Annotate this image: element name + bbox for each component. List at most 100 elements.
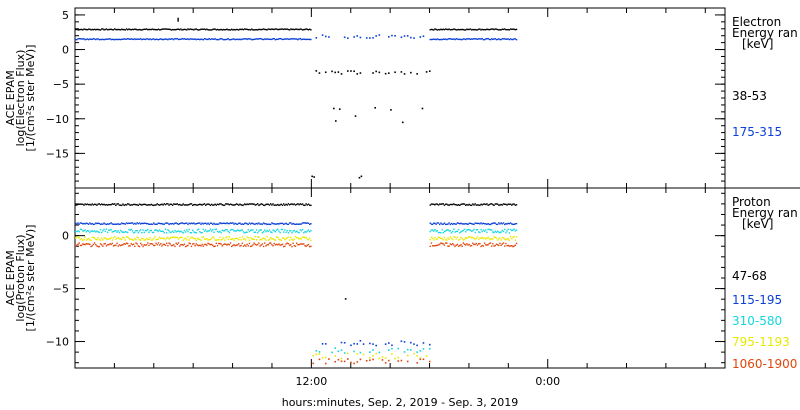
y-axis-label: ACE EPAM (4, 250, 17, 305)
data-point (270, 38, 272, 41)
data-point (79, 222, 82, 224)
data-point (274, 204, 277, 206)
data-point (103, 228, 105, 231)
data-point (92, 243, 95, 246)
data-point (219, 242, 221, 245)
data-point (199, 238, 201, 241)
data-point (149, 223, 151, 225)
data-point (440, 28, 442, 31)
data-point (315, 353, 318, 356)
data-point (85, 243, 88, 245)
data-point (231, 222, 233, 224)
data-point (271, 38, 273, 41)
data-point (450, 38, 453, 40)
data-point (188, 203, 190, 206)
data-point (343, 360, 346, 363)
data-point (480, 203, 482, 205)
data-point (166, 38, 168, 40)
data-point (252, 244, 254, 246)
data-point (480, 222, 482, 224)
data-point (208, 203, 210, 206)
data-point (492, 38, 494, 41)
data-point (196, 38, 199, 40)
data-point (447, 28, 449, 31)
data-point (149, 243, 151, 245)
data-point (467, 223, 469, 226)
data-point (394, 357, 396, 360)
data-point (428, 360, 431, 363)
data-point (485, 203, 487, 206)
data-point (77, 243, 79, 245)
data-point (122, 244, 124, 246)
data-point (90, 245, 92, 248)
data-point (449, 243, 452, 245)
data-point (448, 204, 450, 206)
data-point (429, 245, 431, 248)
data-point (513, 28, 515, 30)
data-point (163, 203, 166, 205)
data-point (195, 239, 197, 241)
data-point (132, 203, 135, 206)
data-point (111, 231, 114, 233)
data-point (478, 204, 480, 206)
data-point (131, 204, 134, 206)
data-point (442, 239, 444, 241)
data-point (102, 239, 104, 241)
data-point (470, 29, 473, 31)
data-point (236, 38, 239, 40)
data-point (444, 238, 447, 241)
data-point (463, 38, 466, 40)
y-tick-label: −10 (46, 336, 69, 349)
data-point (215, 242, 218, 244)
y-tick-label: −15 (46, 147, 69, 160)
data-point (136, 230, 138, 232)
data-point (141, 38, 143, 41)
data-point (240, 244, 242, 247)
data-point (453, 244, 455, 246)
data-point (101, 223, 103, 225)
data-point (318, 353, 321, 355)
data-point (203, 37, 206, 40)
data-point (138, 245, 141, 248)
data-point (271, 238, 273, 240)
data-point (129, 222, 131, 225)
data-point (246, 38, 248, 41)
data-point (127, 222, 129, 225)
data-point (443, 244, 446, 246)
data-point (258, 236, 260, 238)
data-point (189, 242, 192, 245)
data-point (340, 357, 343, 360)
data-point (97, 236, 99, 239)
data-point (145, 204, 148, 206)
data-point (279, 28, 281, 30)
data-point (353, 342, 355, 345)
data-point (504, 238, 506, 240)
data-point (91, 222, 93, 225)
data-point (197, 38, 200, 40)
data-point (215, 204, 218, 206)
data-point (101, 203, 103, 205)
data-point (242, 231, 245, 233)
data-point (309, 237, 311, 239)
data-point (489, 28, 492, 31)
data-point (96, 245, 98, 247)
data-point (218, 223, 220, 225)
data-point (190, 236, 193, 239)
data-point (110, 28, 112, 30)
data-point (213, 231, 215, 233)
data-point (77, 230, 79, 232)
data-point (187, 223, 189, 226)
data-point (448, 230, 450, 232)
data-point (123, 222, 125, 225)
data-point (89, 231, 91, 234)
data-point (228, 236, 231, 238)
data-point (259, 229, 261, 231)
data-point (190, 203, 193, 205)
data-point (136, 204, 138, 206)
data-point (225, 222, 227, 225)
data-point (428, 343, 431, 346)
data-point (234, 222, 236, 225)
data-point (433, 230, 435, 232)
data-point (110, 222, 112, 224)
data-point (167, 38, 169, 41)
